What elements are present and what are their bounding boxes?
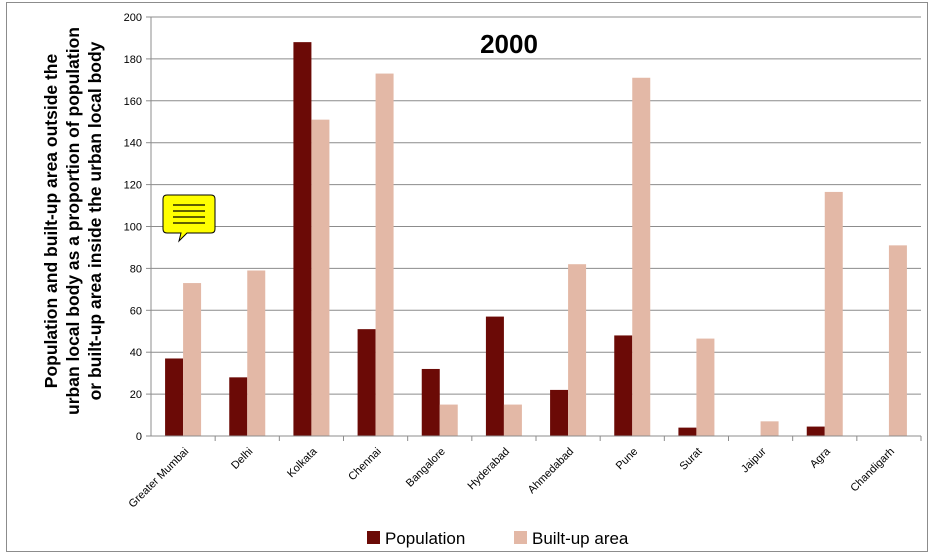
y-tick-label: 200 [124,12,142,24]
x-tick-label: Surat [677,446,704,473]
y-tick-label: 160 [124,96,142,108]
x-tick-label: Pune [614,446,641,473]
bar-built-up-chennai [375,73,394,436]
chart-frame: 0 20 40 60 80 100 120 140 160 180 200 Greater Mumba… [6,2,928,552]
x-tick-label: Delhi [229,446,255,472]
bar-built-up-hyderabad [503,404,522,436]
y-tick-label: 40 [130,347,142,359]
grid-layer [151,16,921,395]
chart-svg: 0 20 40 60 80 100 120 140 160 180 200 Greater Mumba… [41,12,922,548]
x-tick-label: Kolkata [285,445,320,480]
x-tick-label: Greater Mumbai [127,446,192,511]
y-tick-label: 120 [124,180,142,192]
bar-population-bangalore [421,368,440,436]
bar-built-up-delhi [247,270,266,436]
chart-title: 2000 [480,29,538,59]
bar-built-up-jaipur [760,421,779,436]
comment-note-icon[interactable] [162,194,216,243]
bar-built-up-chandigarh [888,245,907,436]
y-axis-label-line-2: urban local body as a proportion of popu… [63,27,83,415]
x-tick-label: Bangalore [404,446,448,490]
bar-built-up-ahmedabad [568,264,587,436]
x-tick-label: Jaipur [739,445,769,475]
bar-population-greater-mumbai [165,358,184,436]
bar-population-chennai [357,329,376,436]
y-tick-label: 180 [124,54,142,66]
bar-built-up-surat [696,338,715,436]
legend-swatch-built-up [514,531,527,544]
bar-built-up-pune [632,77,651,436]
legend: Population Built-up area [367,529,629,548]
bar-population-hyderabad [485,316,504,436]
y-tick-label: 100 [124,222,142,234]
legend-label-built-up: Built-up area [532,529,629,548]
y-tick-label: 20 [130,389,142,401]
x-tick-label: Chennai [346,446,383,483]
bar-built-up-greater-mumbai [183,283,202,436]
y-tick-label: 80 [130,263,142,275]
y-tick-label: 140 [124,138,142,150]
y-axis-label-line-3: or built-up area inside the urban local … [85,41,105,400]
bar-population-ahmedabad [550,389,569,436]
y-axis-label: Population and built-up area outside the… [41,27,105,415]
bar-built-up-kolkata [311,119,330,436]
y-tick-label: 60 [130,305,142,317]
legend-swatch-population [367,531,380,544]
axis-layer: 0 20 40 60 80 100 120 140 160 180 200 Greater Mumba… [124,12,922,511]
y-tick-label: 0 [136,431,142,443]
y-axis-label-line-1: Population and built-up area outside the [41,54,61,389]
legend-label-population: Population [385,529,465,548]
bars-layer [165,42,907,436]
bar-population-surat [678,427,697,436]
x-tick-label: Hyderabad [465,446,512,493]
x-tick-label: Agra [808,445,834,471]
bar-built-up-bangalore [439,404,458,436]
x-tick-label: Chandigarh [848,446,897,495]
bar-population-pune [614,335,633,436]
bar-population-agra [806,426,825,436]
bar-population-delhi [229,377,248,436]
bar-built-up-agra [824,191,843,436]
x-tick-label: Ahmedabad [526,446,576,496]
bar-population-kolkata [293,42,312,436]
